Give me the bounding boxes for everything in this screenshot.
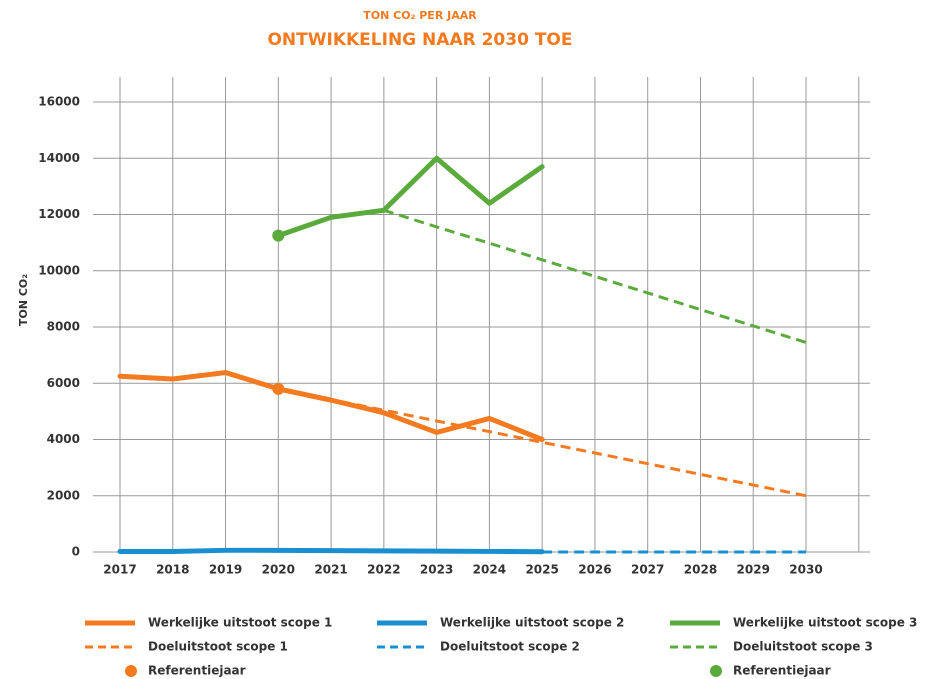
target-line [383,208,807,344]
legend-label: Referentiejaar [148,664,246,678]
legend-swatch [710,665,722,677]
x-tick-label: 2026 [578,563,611,577]
x-tick-label: 2025 [525,563,558,577]
y-tick-label: 14000 [38,151,80,165]
y-tick-label: 8000 [47,320,80,334]
legend-label: Doeluitstoot scope 2 [440,640,580,654]
y-tick-label: 12000 [38,207,80,221]
x-tick-label: 2020 [262,563,295,577]
chart-title: ONTWIKKELING NAAR 2030 TOE [267,30,572,50]
x-tick-label: 2017 [103,563,136,577]
legend-label: Werkelijke uitstoot scope 2 [440,616,624,630]
y-tick-label: 16000 [38,95,80,109]
y-tick-label: 6000 [47,376,80,390]
legend-swatch [125,665,137,677]
chart-subtitle: TON CO₂ PER JAAR [363,9,477,22]
y-tick-label: 2000 [47,488,80,502]
x-tick-label: 2029 [737,563,770,577]
legend-label: Werkelijke uitstoot scope 3 [733,616,917,630]
y-tick-label: 10000 [38,263,80,277]
legend-label: Werkelijke uitstoot scope 1 [148,616,332,630]
actual-line [117,547,545,555]
x-tick-label: 2021 [314,563,347,577]
x-tick-label: 2028 [684,563,717,577]
x-tick-label: 2023 [420,563,453,577]
x-tick-label: 2022 [367,563,400,577]
legend-label: Referentiejaar [733,664,831,678]
reference-point [272,382,285,395]
y-axis-label: TON CO₂ [17,274,30,326]
x-tick-label: 2019 [209,563,242,577]
y-tick-label: 4000 [47,432,80,446]
actual-line [117,370,545,442]
actual-line [275,155,545,239]
x-tick-label: 2030 [789,563,822,577]
legend-label: Doeluitstoot scope 3 [733,640,873,654]
x-tick-label: 2027 [631,563,664,577]
reference-point [272,229,285,242]
x-tick-label: 2018 [156,563,189,577]
x-tick-label: 2024 [473,563,506,577]
legend-label: Doeluitstoot scope 1 [148,640,288,654]
y-tick-label: 0 [72,545,80,559]
